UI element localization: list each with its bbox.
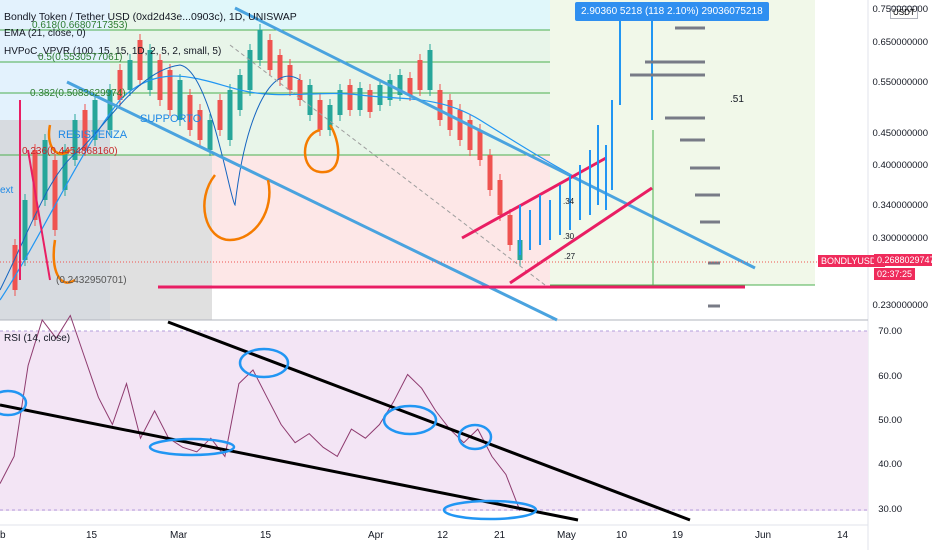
- price-tick: 0.650000000: [872, 37, 928, 48]
- channel-bottom-line: [66, 80, 558, 322]
- rsi-tick: 60.00: [878, 371, 902, 382]
- n27-label: .27: [564, 252, 576, 261]
- fib-0236-label: 0.236(0.4454868160): [22, 146, 118, 157]
- orange-drawings: [47, 124, 340, 284]
- fib-0618-label: 0.618(0.6680717353): [32, 20, 128, 31]
- measure-tooltip: 2.90360 5218 (118 2.10%) 29036075218: [575, 2, 769, 21]
- time-tick: 15: [86, 530, 98, 541]
- price-tick: 0.400000000: [872, 160, 928, 171]
- ema-label: EMA (21, close, 0): [4, 28, 86, 39]
- fib-0382-label: 0.382(0.5083629974): [30, 88, 126, 99]
- rsi-trend-upper: [167, 320, 691, 522]
- symbol-badge: BONDLYUSDT: [818, 255, 885, 267]
- rsi-tick: 50.00: [878, 415, 902, 426]
- time-tick: b: [0, 530, 6, 541]
- currency-badge[interactable]: USDT: [890, 6, 918, 19]
- price-tick: 0.450000000: [872, 128, 928, 139]
- rsi-line: [0, 314, 521, 512]
- price-tick: 0.230000000: [872, 300, 928, 311]
- fib-0-label: (0.2432950701): [56, 275, 127, 286]
- price-badge: 0.2688029747: [874, 254, 932, 266]
- channel-top-line: [234, 6, 756, 270]
- rsi-tick: 70.00: [878, 326, 902, 337]
- time-tick: 10: [616, 530, 628, 541]
- fib-zone-cyan-top: [180, 0, 550, 30]
- supporto-label: SUPPORTO: [140, 113, 202, 125]
- rsi-label: RSI (14, close): [4, 333, 71, 344]
- time-tick: 21: [494, 530, 506, 541]
- n34-label: .34: [563, 197, 575, 206]
- fib-05-label: 0.5(0.5530577061): [38, 52, 123, 63]
- rsi-band: [0, 331, 868, 511]
- price-tick: 0.340000000: [872, 200, 928, 211]
- chart-title: Bondly Token / Tether USD (0xd2d43e...09…: [4, 11, 297, 23]
- fib-zone-green-right: [550, 0, 815, 285]
- left-red-lines: [19, 100, 51, 281]
- fib-zone-grey: [110, 155, 212, 320]
- resistenza-label: RESISTENZA: [58, 129, 128, 141]
- time-tick: Mar: [170, 530, 188, 541]
- price-tick: 0.550000000: [872, 77, 928, 88]
- n30-label: .30: [563, 232, 575, 241]
- volume-profile: [630, 26, 720, 308]
- wedge-lower: [509, 186, 653, 285]
- dashed-trend: [229, 44, 546, 286]
- time-tick: 12: [437, 530, 449, 541]
- time-tick: 15: [260, 530, 272, 541]
- price-tick: 0.750000000: [872, 4, 928, 15]
- ema-line: [0, 75, 601, 301]
- price-tick: 0.300000000: [872, 233, 928, 244]
- rsi-tick: 40.00: [878, 459, 902, 470]
- candles: [12, 24, 523, 296]
- rsi-circles: [0, 347, 538, 521]
- time-tick: Apr: [368, 530, 384, 541]
- countdown-badge: 02:37:25: [874, 268, 916, 280]
- ext-label: ext: [0, 185, 14, 196]
- hvpoc-label: HVPoC_VPVR (100, 15, 15, 1D, 2, 5, 2, sm…: [4, 46, 222, 57]
- ema-dark-line: [0, 64, 301, 291]
- time-tick: 19: [672, 530, 684, 541]
- wedge-upper: [461, 156, 607, 240]
- projection-bars: [519, 20, 653, 255]
- time-tick: 14: [837, 530, 849, 541]
- rsi-tick: 30.00: [878, 504, 902, 515]
- time-tick: Jun: [755, 530, 772, 541]
- n51-label: .51: [730, 94, 744, 105]
- time-tick: May: [557, 530, 576, 541]
